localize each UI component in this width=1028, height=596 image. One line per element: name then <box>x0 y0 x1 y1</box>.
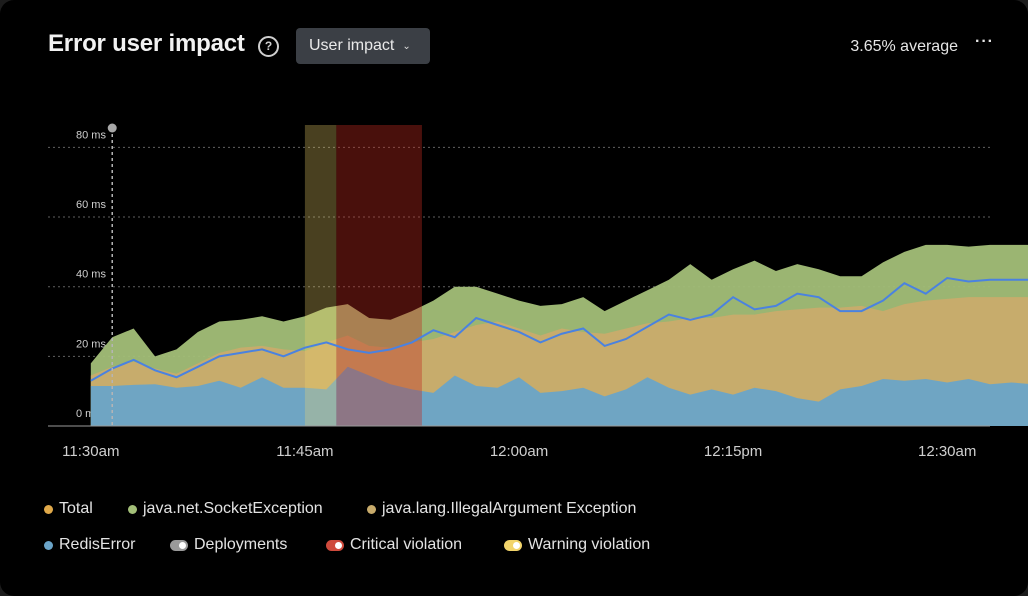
legend-item-warning[interactable]: Warning violation <box>504 536 650 554</box>
y-tick-label: 60 ms <box>76 199 106 211</box>
dropdown-label: User impact <box>309 37 395 54</box>
warning-violation-band <box>304 125 337 426</box>
legend-label: java.net.SocketException <box>143 500 323 517</box>
legend-item-deployments[interactable]: Deployments <box>170 536 287 554</box>
legend-item-illegal: java.lang.IllegalArgument Exception <box>367 500 636 518</box>
x-tick-label: 12:15pm <box>704 443 762 460</box>
x-tick-label: 11:45am <box>276 443 333 460</box>
y-tick-label: 80 ms <box>76 129 106 141</box>
total-line <box>90 276 1028 382</box>
x-tick-label: 12:00am <box>490 443 548 460</box>
legend-item-total: Total <box>44 500 93 518</box>
chevron-down-icon: ⌄ <box>402 40 411 52</box>
legend-item-critical[interactable]: Critical violation <box>326 536 462 554</box>
legend-dot-icon <box>128 504 137 514</box>
legend-dot-icon <box>44 540 53 550</box>
toggle-icon <box>170 539 188 551</box>
x-tick-label: 11:30am <box>62 443 119 460</box>
metric-dropdown[interactable]: User impact ⌄ <box>296 28 430 64</box>
page-title: Error user impact <box>48 30 245 57</box>
legend-label: Warning violation <box>528 536 651 553</box>
help-icon[interactable]: ? <box>258 36 279 57</box>
critical-violation-band <box>336 125 422 426</box>
deployment-marker-dot <box>107 123 117 133</box>
legend-dot-icon <box>367 504 376 514</box>
legend-dot-icon <box>44 504 53 514</box>
legend-item-redis: RedisError <box>44 536 135 554</box>
legend-label: java.lang.IllegalArgument Exception <box>382 500 637 517</box>
more-options-icon[interactable]: ··· <box>975 33 994 50</box>
y-tick-label: 40 ms <box>76 269 106 281</box>
legend-item-socket: java.net.SocketException <box>128 500 323 518</box>
legend-label: Deployments <box>194 536 288 553</box>
redis-error-area <box>90 366 1028 426</box>
legend-label: Total <box>59 500 93 517</box>
y-tick-label: 20 ms <box>76 338 106 350</box>
toggle-icon <box>504 539 522 551</box>
toggle-icon <box>326 539 344 551</box>
x-tick-label: 12:30am <box>918 443 976 460</box>
average-value: 3.65% average <box>850 38 958 55</box>
legend-label: Critical violation <box>350 536 463 553</box>
legend-label: RedisError <box>59 536 136 553</box>
